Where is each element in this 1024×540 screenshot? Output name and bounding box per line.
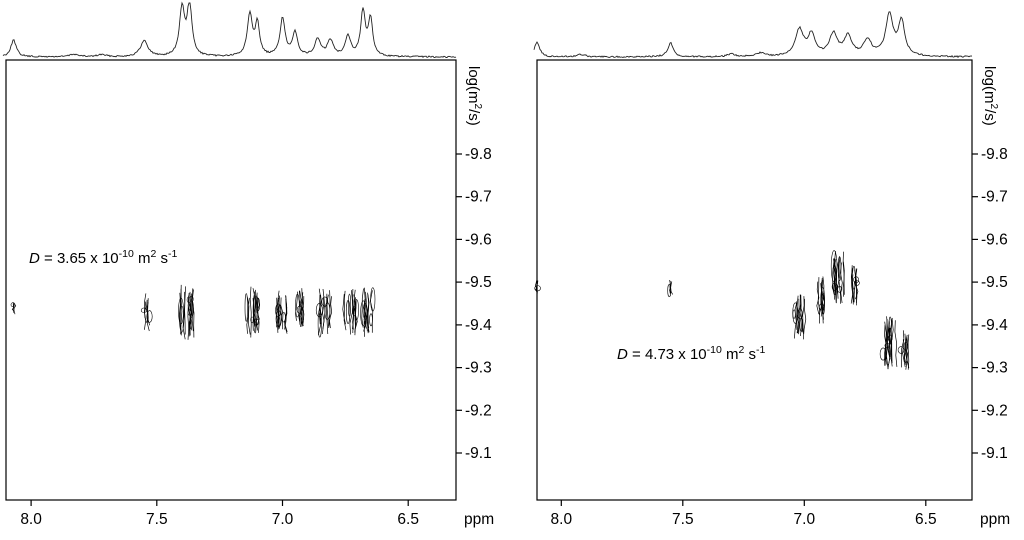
y-axis-label-post: /s)	[465, 109, 482, 126]
diffusion-variable: D	[29, 250, 40, 267]
unit-m-exponent: 2	[150, 248, 157, 260]
diffusion-coefficient-annotation: D = 3.65 x 10-10 m2 s-1	[29, 248, 177, 267]
unit-s: s	[744, 346, 757, 363]
svg-text:-9.3: -9.3	[465, 360, 492, 377]
dosy-panel-right: 8.0 7.5 7.0 6.5 ppm -9.8 -9.7 -9.6 -9.5 -9.4 -9.3 -…	[512, 0, 1024, 540]
unit-s: s	[156, 250, 169, 267]
svg-text:-9.8: -9.8	[465, 146, 492, 163]
svg-text:8.0: 8.0	[551, 511, 573, 528]
svg-text:-9.2: -9.2	[981, 402, 1008, 419]
svg-text:-9.7: -9.7	[465, 189, 492, 206]
svg-text:6.5: 6.5	[397, 511, 419, 528]
svg-text:ppm: ppm	[980, 511, 1010, 528]
unit-m-exponent: 2	[738, 344, 745, 356]
svg-text:-9.7: -9.7	[981, 189, 1008, 206]
svg-text:7.5: 7.5	[146, 511, 168, 528]
unit-m: m	[721, 346, 739, 363]
diffusion-value: = 3.65 x 10	[39, 250, 119, 267]
svg-text:ppm: ppm	[464, 511, 494, 528]
y-axis-label-post: /s)	[981, 109, 998, 126]
dosy-plot-right: 8.0 7.5 7.0 6.5 ppm -9.8 -9.7 -9.6 -9.5 -9.4 -9.3 -…	[533, 11, 1010, 528]
y-axis-label: log(m2/s)	[981, 66, 999, 126]
svg-text:7.0: 7.0	[272, 511, 294, 528]
svg-text:8.0: 8.0	[20, 511, 42, 528]
exponent: -10	[118, 248, 134, 260]
svg-text:-9.1: -9.1	[981, 445, 1008, 462]
unit-s-exponent: -1	[756, 344, 766, 356]
svg-text:-9.5: -9.5	[981, 274, 1008, 291]
svg-text:-9.6: -9.6	[465, 231, 492, 248]
exponent: -10	[706, 344, 722, 356]
svg-text:6.5: 6.5	[915, 511, 937, 528]
svg-text:-9.4: -9.4	[981, 317, 1008, 334]
svg-text:-9.2: -9.2	[465, 402, 492, 419]
svg-text:-9.3: -9.3	[981, 360, 1008, 377]
svg-text:-9.1: -9.1	[465, 445, 492, 462]
svg-text:-9.4: -9.4	[465, 317, 492, 334]
diffusion-coefficient-annotation: D = 4.73 x 10-10 m2 s-1	[617, 344, 765, 363]
svg-text:-9.5: -9.5	[465, 274, 492, 291]
dosy-panel-left: 8.0 7.5 7.0 6.5 ppm -9.8 -9.7 -9.6 -9.5 -9.4 -9.3 -…	[2, 1, 494, 528]
y-axis-label: log(m2/s)	[465, 66, 483, 126]
svg-text:7.5: 7.5	[672, 511, 694, 528]
svg-text:7.0: 7.0	[794, 511, 816, 528]
dosy-plot-left: 8.0 7.5 7.0 6.5 ppm -9.8 -9.7 -9.6 -9.5 -9.4 -9.3 -…	[2, 1, 494, 528]
diffusion-value: = 4.73 x 10	[627, 346, 707, 363]
unit-s-exponent: -1	[168, 248, 178, 260]
y-axis-label-pre: log(m	[465, 66, 482, 104]
diffusion-variable: D	[617, 346, 628, 363]
svg-text:-9.6: -9.6	[981, 231, 1008, 248]
y-axis-label-pre: log(m	[981, 66, 998, 104]
unit-m: m	[133, 250, 151, 267]
svg-text:-9.8: -9.8	[981, 146, 1008, 163]
